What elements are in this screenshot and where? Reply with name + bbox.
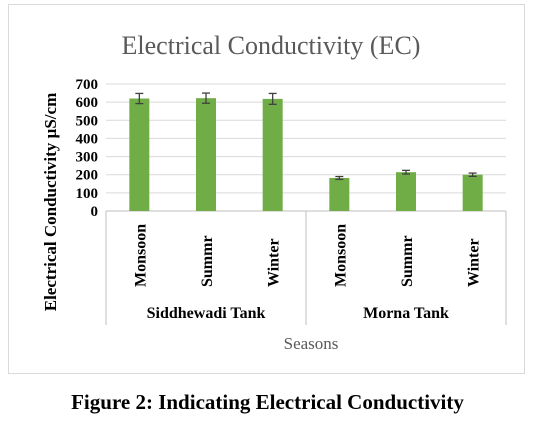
x-tick-label: Summr <box>399 235 416 287</box>
x-tick-label: Monsoon <box>332 224 349 287</box>
bar <box>262 98 283 211</box>
y-tick-label: 500 <box>76 113 99 129</box>
chart-container: Electrical Conductivity (EC) 0 100 200 300 40… <box>8 4 525 374</box>
chart-title: Electrical Conductivity (EC) <box>122 31 421 60</box>
y-tick-label: 100 <box>76 186 99 202</box>
x-group-label: Siddhewadi Tank <box>147 305 266 322</box>
x-tick-label: Winter <box>466 238 483 287</box>
bar <box>329 177 350 211</box>
x-axis-title: Seasons <box>284 334 339 353</box>
x-tick-label: Winter <box>266 238 283 287</box>
bar <box>196 98 216 211</box>
y-tick-label: 200 <box>76 168 99 184</box>
y-tick-label: 0 <box>91 204 99 220</box>
bar <box>129 98 150 211</box>
bar <box>396 172 416 211</box>
y-tick-label: 700 <box>76 77 99 93</box>
figure-caption: Figure 2: Indicating Electrical Conducti… <box>71 390 464 414</box>
x-tick-label: Monsoon <box>132 224 149 287</box>
y-tick-label: 600 <box>76 95 99 111</box>
x-tick-label: Summr <box>199 235 216 287</box>
y-tick-label: 400 <box>76 131 99 147</box>
x-group-label: Morna Tank <box>363 305 449 322</box>
y-axis-title: Electrical Conductivity µS/cm <box>41 93 60 312</box>
y-tick-label: 300 <box>76 150 99 166</box>
ec-bar-chart: Electrical Conductivity (EC) 0 100 200 300 40… <box>41 31 507 353</box>
bar <box>462 174 483 211</box>
